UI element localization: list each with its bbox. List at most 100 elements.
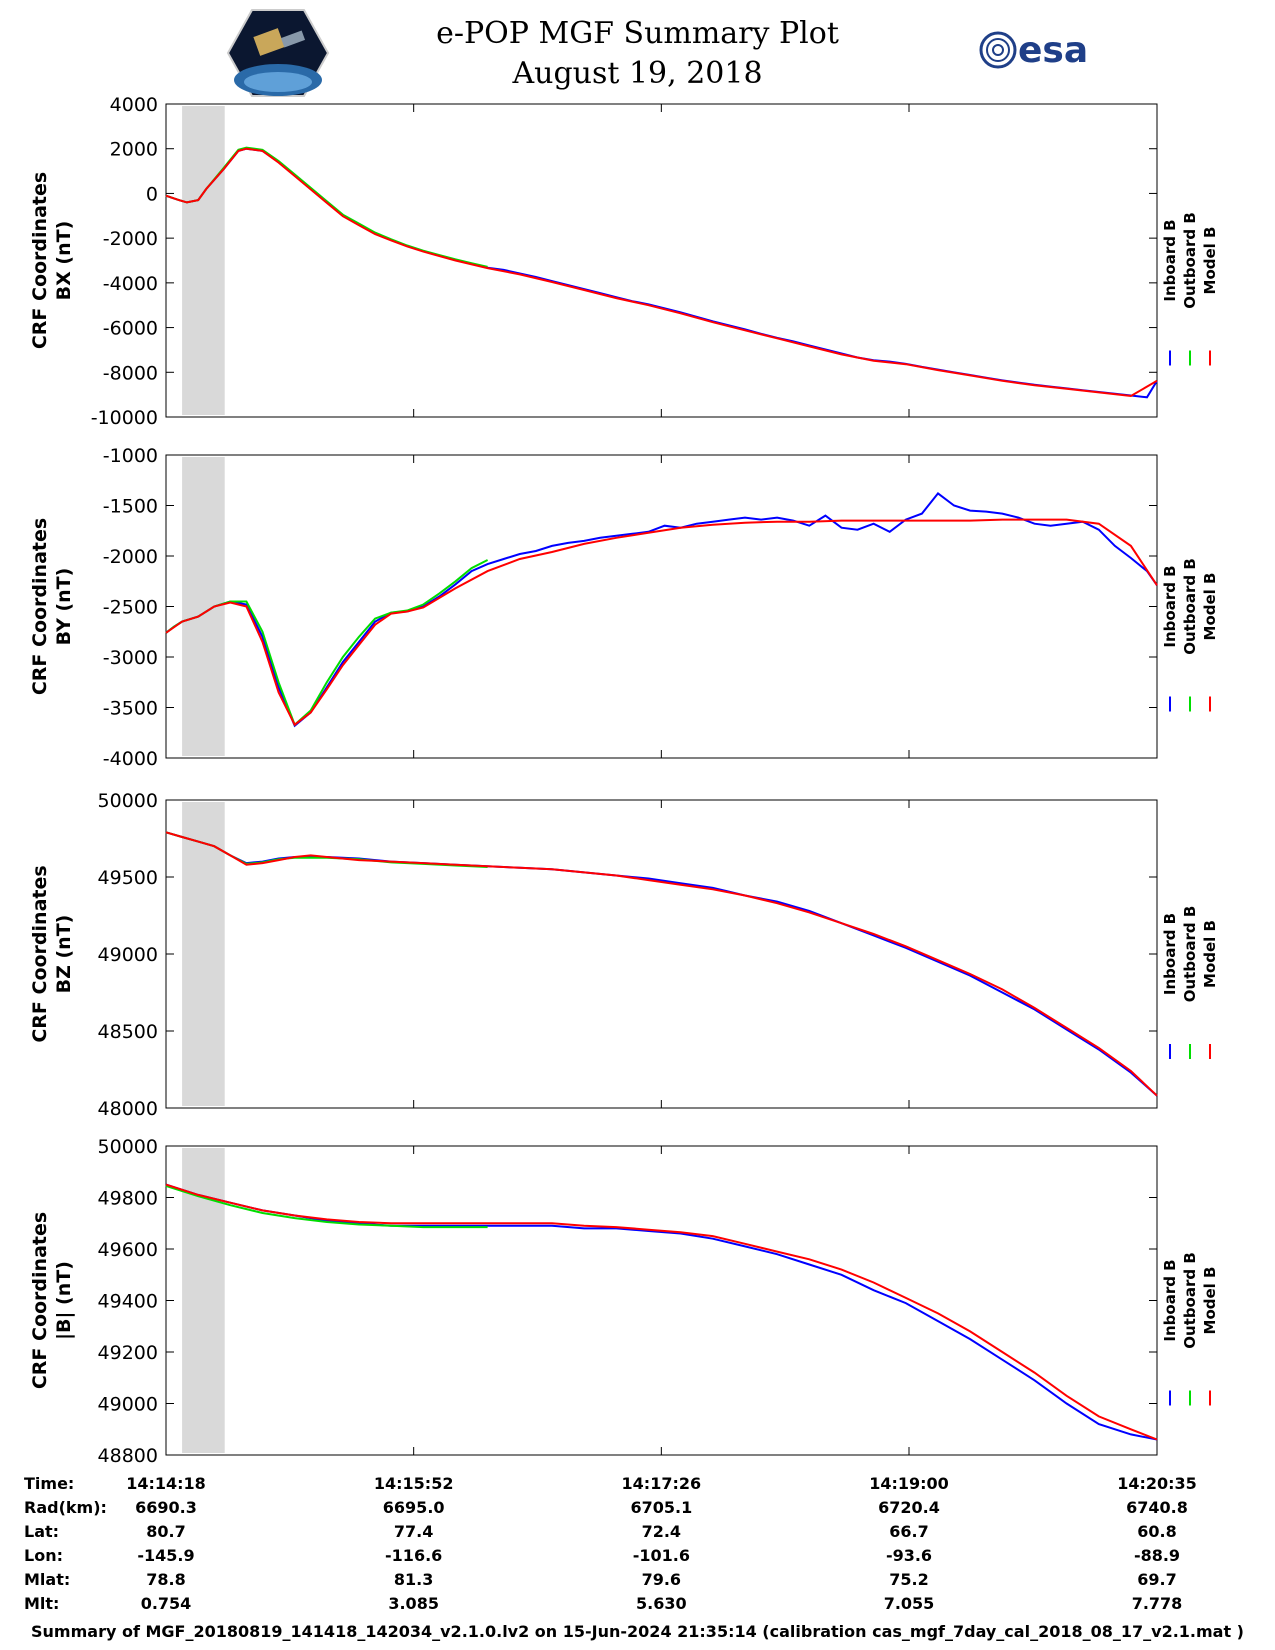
y-axis-label-line2: BX (nT) bbox=[53, 221, 75, 301]
y-tick-label: -1000 bbox=[103, 445, 158, 467]
y-tick-label: 0 bbox=[146, 183, 158, 205]
y-tick-label: 49000 bbox=[98, 944, 158, 966]
y-tick-label: 49200 bbox=[98, 1342, 158, 1364]
info-cell: 6720.4 bbox=[878, 1498, 940, 1517]
y-tick-label: 50000 bbox=[98, 1136, 158, 1158]
info-row-label: Lat: bbox=[24, 1522, 60, 1541]
y-axis-label-line2: BY (nT) bbox=[53, 568, 75, 646]
y-tick-label: -2000 bbox=[103, 546, 158, 568]
page-title: e-POP MGF Summary Plot bbox=[436, 16, 839, 51]
y-tick-label: 49600 bbox=[98, 1239, 158, 1261]
y-tick-label: 4000 bbox=[110, 94, 158, 116]
series-model-b bbox=[165, 147, 1158, 398]
shaded-region bbox=[182, 802, 225, 1106]
info-cell: 5.630 bbox=[636, 1594, 687, 1613]
info-row-label: Time: bbox=[24, 1474, 75, 1493]
axes-frame bbox=[165, 1145, 1158, 1456]
info-cell: 6690.3 bbox=[135, 1498, 197, 1517]
legend-label: Outboard B bbox=[1181, 906, 1199, 1003]
legend: Inboard B Outboard B Model B bbox=[1161, 906, 1219, 1059]
info-row: Lat: 80.7 77.4 72.4 66.7 60.8 bbox=[0, 1522, 1275, 1546]
info-cell: -116.6 bbox=[385, 1546, 443, 1565]
legend-label: Model B bbox=[1201, 227, 1219, 295]
legend-label: Outboard B bbox=[1181, 1252, 1199, 1349]
y-tick-label: -3500 bbox=[103, 698, 158, 720]
legend-label: Inboard B bbox=[1161, 219, 1179, 301]
info-cell: -145.9 bbox=[137, 1546, 195, 1565]
info-cell: 7.778 bbox=[1131, 1594, 1183, 1613]
info-cell: 0.754 bbox=[140, 1594, 192, 1613]
info-cell: 77.4 bbox=[393, 1522, 434, 1541]
info-cell: 6740.8 bbox=[1126, 1498, 1188, 1517]
series-outboard-b bbox=[165, 1184, 488, 1229]
y-tick-label: -6000 bbox=[103, 318, 158, 340]
info-cell: 14:19:00 bbox=[869, 1474, 949, 1493]
info-cell: 60.8 bbox=[1137, 1522, 1177, 1541]
y-tick-label: -4000 bbox=[103, 748, 158, 770]
axes-frame bbox=[165, 799, 1158, 1109]
info-cell: 79.6 bbox=[641, 1570, 682, 1589]
esa-logo: esa bbox=[978, 28, 1098, 78]
info-row-label: Lon: bbox=[24, 1546, 63, 1565]
info-cell: -101.6 bbox=[632, 1546, 690, 1565]
y-tick-label: 48000 bbox=[98, 1098, 158, 1120]
series-inboard-b bbox=[165, 147, 1158, 399]
series-model-b bbox=[165, 831, 1158, 1097]
y-tick-label: 2000 bbox=[110, 139, 158, 161]
info-row: Mlat: 78.8 81.3 79.6 75.2 69.7 bbox=[0, 1570, 1275, 1594]
y-tick-label: 50000 bbox=[98, 790, 158, 812]
cassiope-logo-icon bbox=[226, 8, 330, 98]
legend-label: Model B bbox=[1201, 920, 1219, 988]
series-inboard-b bbox=[165, 831, 1158, 1097]
info-row: Mlt: 0.754 3.085 5.630 7.055 7.778 bbox=[0, 1594, 1275, 1618]
legend-label: Inboard B bbox=[1161, 1259, 1179, 1341]
info-cell: 66.7 bbox=[889, 1522, 929, 1541]
y-axis-label-line1: CRF Coordinates bbox=[29, 518, 51, 695]
footer-caption: Summary of MGF_20180819_141418_142034_v2… bbox=[31, 1622, 1244, 1641]
info-row-label: Mlat: bbox=[24, 1570, 71, 1589]
info-cell: -88.9 bbox=[1133, 1546, 1181, 1565]
info-row: Rad(km): 6690.3 6695.0 6705.1 6720.4 6740.8 bbox=[0, 1498, 1275, 1522]
legend-label: Inboard B bbox=[1161, 913, 1179, 995]
panel-3: 48000 48500 49000 49500 50000 CRF Coordinates… bbox=[29, 790, 1219, 1120]
info-cell: 14:15:52 bbox=[373, 1474, 454, 1493]
info-cell: 72.4 bbox=[641, 1522, 682, 1541]
axes-frame bbox=[165, 103, 1158, 418]
info-cell: 69.7 bbox=[1137, 1570, 1177, 1589]
series-model-b bbox=[165, 518, 1158, 727]
y-tick-label: 49000 bbox=[98, 1394, 158, 1416]
y-tick-label: 48800 bbox=[98, 1445, 158, 1467]
page-date: August 19, 2018 bbox=[512, 56, 763, 91]
legend-label: Outboard B bbox=[1181, 558, 1199, 655]
y-axis-label-line1: CRF Coordinates bbox=[29, 172, 51, 349]
y-tick-label: -2500 bbox=[103, 597, 158, 619]
series-inboard-b bbox=[165, 492, 1158, 728]
legend-label: Model B bbox=[1201, 573, 1219, 641]
info-cell: 81.3 bbox=[393, 1570, 434, 1589]
legend-label: Inboard B bbox=[1161, 565, 1179, 647]
legend-label: Outboard B bbox=[1181, 212, 1199, 309]
legend: Inboard B Outboard B Model B bbox=[1161, 558, 1219, 712]
legend: Inboard B Outboard B Model B bbox=[1161, 1252, 1219, 1406]
info-cell: 7.055 bbox=[883, 1594, 935, 1613]
y-axis-label-line1: CRF Coordinates bbox=[29, 1212, 51, 1389]
info-cell: 6695.0 bbox=[382, 1498, 445, 1517]
esa-swirl-icon bbox=[979, 31, 1017, 69]
info-cell: 75.2 bbox=[889, 1570, 929, 1589]
info-cell: 14:17:26 bbox=[621, 1474, 702, 1493]
info-cell: 6705.1 bbox=[630, 1498, 693, 1517]
legend-label: Model B bbox=[1201, 1267, 1219, 1335]
y-tick-label: -1500 bbox=[103, 496, 158, 518]
info-row-label: Rad(km): bbox=[24, 1498, 107, 1517]
y-tick-label: -3000 bbox=[103, 647, 158, 669]
panel-4: 48800 49000 49200 49400 49600 49800 50000 CRF C… bbox=[29, 1136, 1219, 1467]
info-row: Time: 14:14:18 14:15:52 14:17:26 14:19:00 14:… bbox=[0, 1474, 1275, 1498]
shaded-region bbox=[182, 106, 225, 415]
y-tick-label: -2000 bbox=[103, 228, 158, 250]
info-row-label: Mlt: bbox=[24, 1594, 60, 1613]
y-tick-label: 48500 bbox=[98, 1021, 158, 1043]
y-tick-label: -4000 bbox=[103, 273, 158, 295]
panel-1: -10000 -8000 -6000 -4000 -2000 0 2000 4000 CRF C… bbox=[29, 94, 1219, 429]
info-cell: 14:14:18 bbox=[126, 1474, 206, 1493]
